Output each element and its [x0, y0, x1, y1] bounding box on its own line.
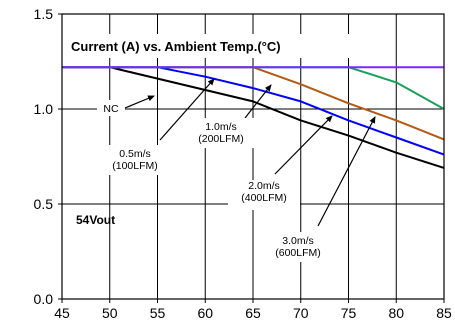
annotation-text: (600LFM) [275, 247, 321, 259]
annotation-text: 1.0m/s [205, 121, 237, 133]
annotation-text: (200LFM) [198, 133, 244, 145]
annotation-background [262, 232, 334, 262]
y-tick-label: 0.0 [34, 291, 54, 307]
annotation-2: 0.5m/s(100LFM) [98, 78, 215, 175]
annotation-background [97, 100, 125, 116]
annotations: NC0.5m/s(100LFM)1.0m/s(200LFM)2.0m/s(400… [97, 78, 376, 262]
annotation-3: 1.0m/s(200LFM) [185, 84, 272, 148]
vout-label: 54Vout [76, 213, 115, 227]
series-layer [62, 66, 445, 169]
series-line-1 [62, 66, 445, 169]
annotation-1: NC [97, 95, 155, 116]
x-tick-label: 50 [102, 305, 118, 321]
annotation-background [228, 180, 300, 210]
x-tick-label: 65 [245, 305, 261, 321]
series-line-2 [62, 66, 445, 156]
x-tick-label: 80 [388, 305, 404, 321]
tick-labels: 45 50 55 60 65 70 75 80 85 0.0 0.5 1.0 1.5 [34, 6, 452, 321]
chart-title: Current (A) vs. Ambient Temp.(°C) [71, 39, 281, 54]
x-tick-label: 60 [197, 305, 213, 321]
axes [58, 13, 445, 303]
x-tick-label: 70 [293, 305, 309, 321]
annotation-5: 3.0m/s(600LFM) [262, 116, 376, 262]
annotation-text: 0.5m/s [119, 148, 151, 160]
plot-frame [61, 13, 445, 300]
annotation-background [98, 145, 172, 175]
annotation-arrow [274, 115, 333, 175]
y-tick-label: 0.5 [34, 196, 54, 212]
annotation-background [185, 118, 257, 148]
title-box [66, 34, 366, 58]
x-tick-label: 85 [436, 305, 452, 321]
annotation-text: 3.0m/s [282, 235, 314, 247]
x-tick-label: 75 [341, 305, 357, 321]
annotation-text: NC [103, 103, 119, 115]
annotation-text: (400LFM) [241, 192, 287, 204]
x-tick-label: 45 [54, 305, 70, 321]
annotation-arrow [244, 84, 272, 119]
grid [62, 14, 444, 299]
annotation-arrow [317, 116, 376, 227]
annotation-arrow [159, 78, 215, 141]
annotation-arrow [124, 95, 155, 109]
y-tick-label: 1.5 [34, 6, 54, 22]
y-tick-label: 1.0 [34, 101, 54, 117]
annotation-text: 2.0m/s [248, 180, 280, 192]
annotation-text: (100LFM) [112, 160, 158, 172]
x-tick-label: 55 [150, 305, 166, 321]
annotation-4: 2.0m/s(400LFM) [228, 115, 333, 210]
